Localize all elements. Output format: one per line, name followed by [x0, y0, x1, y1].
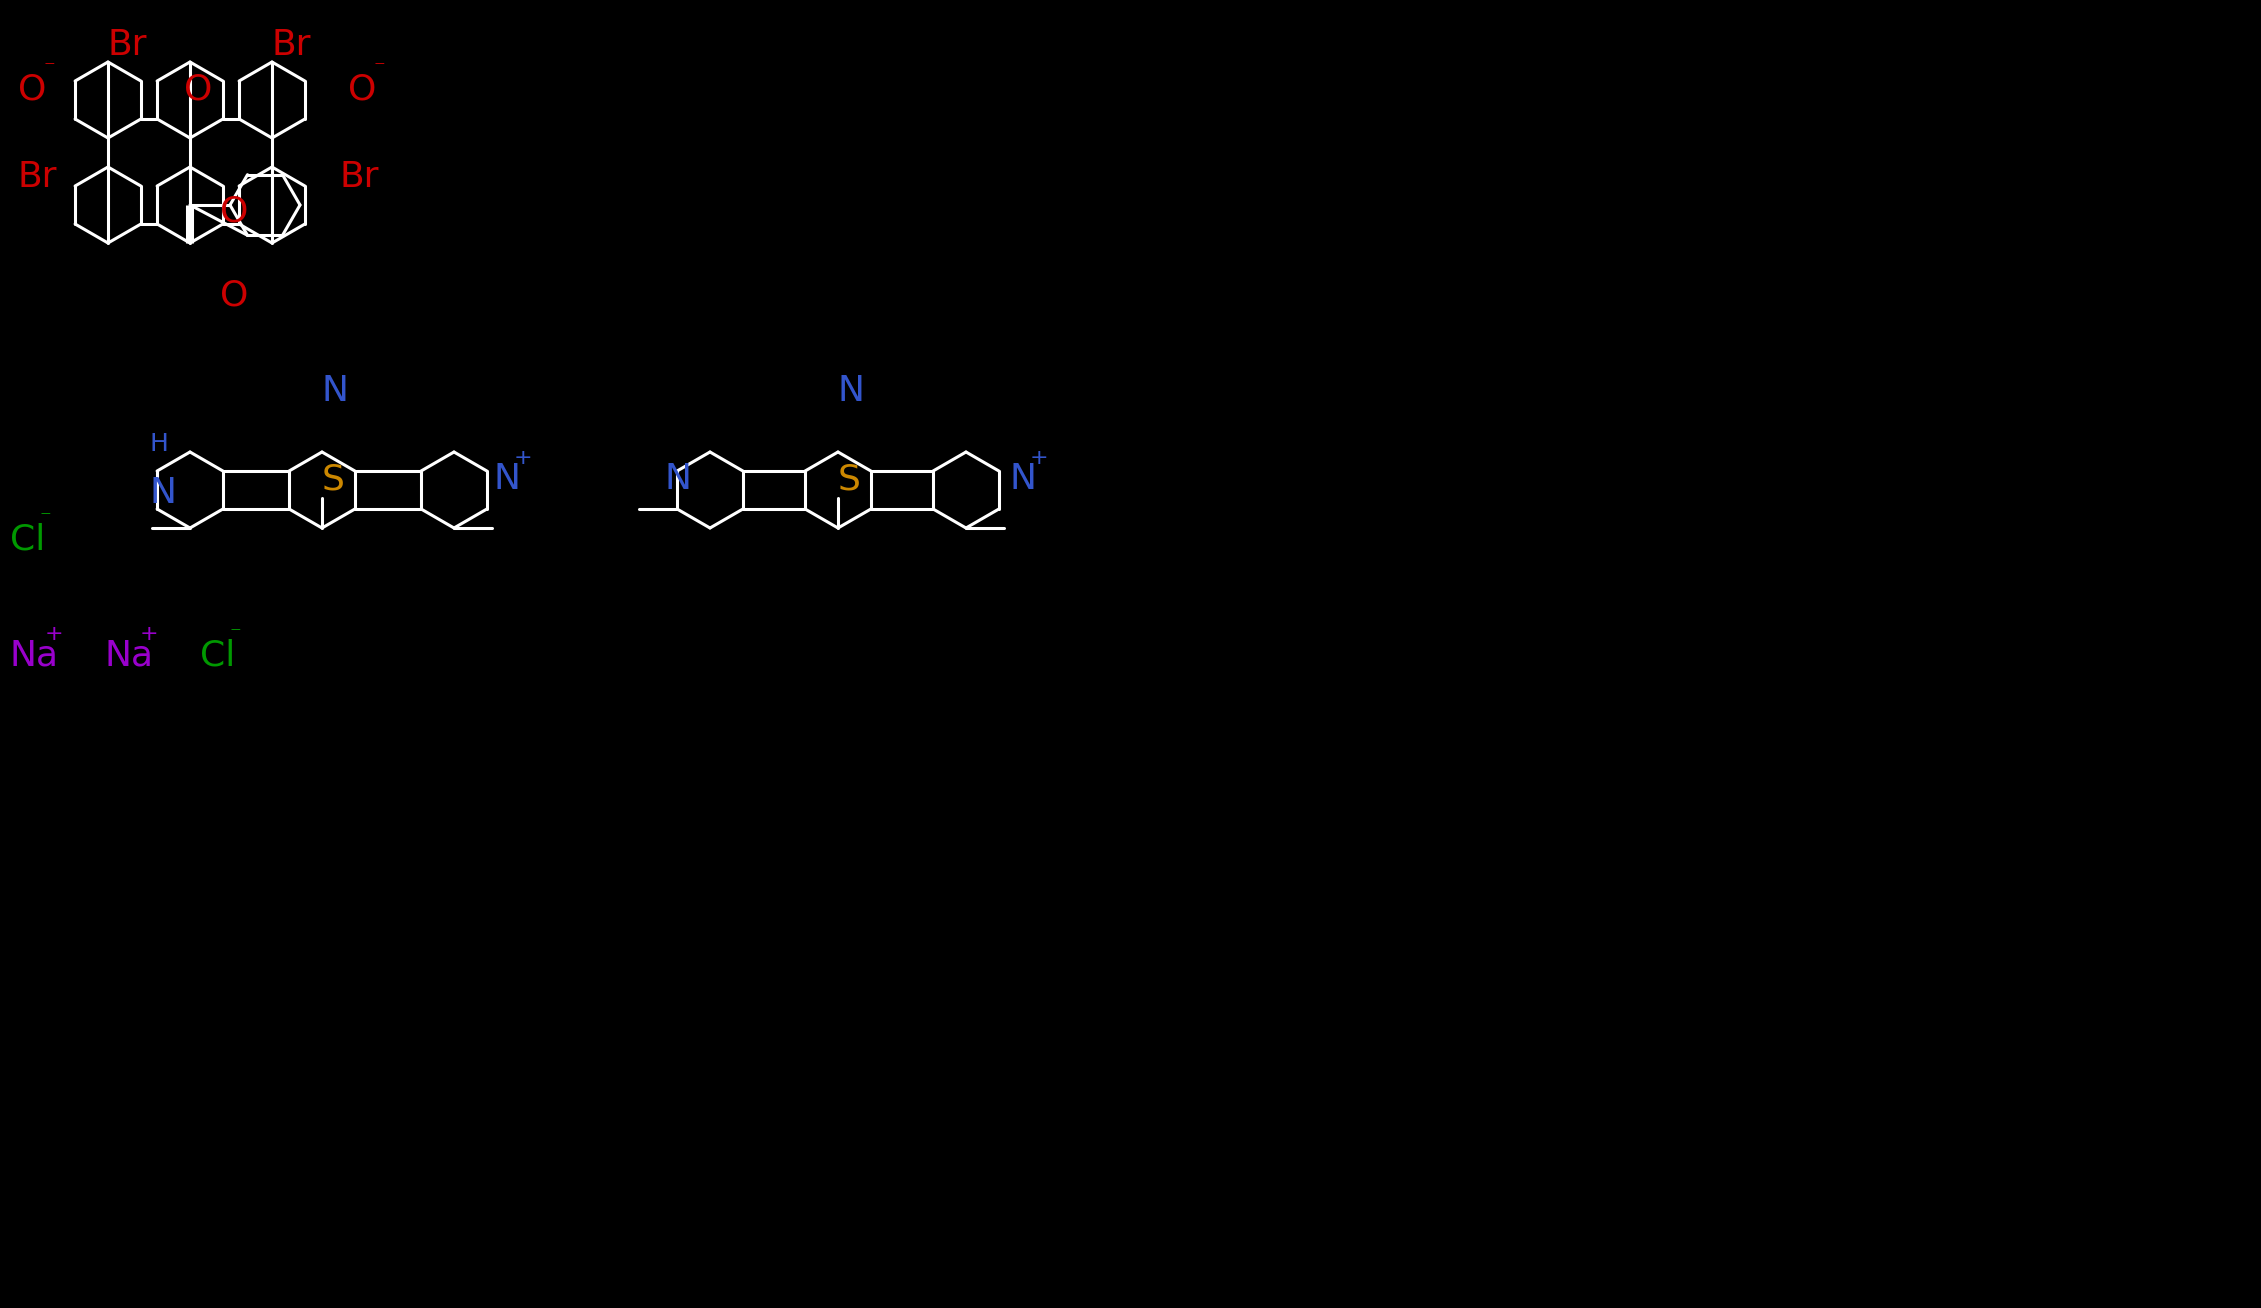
- Text: S: S: [321, 462, 346, 496]
- Text: Cl: Cl: [9, 522, 45, 556]
- Text: +: +: [45, 624, 63, 644]
- Text: N: N: [839, 374, 866, 408]
- Text: O: O: [219, 195, 249, 229]
- Text: Br: Br: [339, 160, 380, 194]
- Text: O: O: [348, 72, 375, 106]
- Text: N: N: [665, 462, 692, 496]
- Text: N: N: [149, 476, 176, 510]
- Text: Na: Na: [9, 638, 59, 672]
- Text: Cl: Cl: [199, 638, 235, 672]
- Text: S: S: [839, 462, 861, 496]
- Text: O: O: [219, 279, 249, 313]
- Text: H: H: [149, 432, 170, 456]
- Text: Na: Na: [104, 638, 154, 672]
- Text: ⁻: ⁻: [373, 58, 387, 78]
- Text: Br: Br: [18, 160, 57, 194]
- Text: +: +: [1031, 449, 1049, 468]
- Text: N: N: [1011, 462, 1038, 496]
- Text: O: O: [183, 72, 213, 106]
- Text: +: +: [140, 624, 158, 644]
- Text: ⁻: ⁻: [231, 624, 242, 644]
- Text: ⁻: ⁻: [43, 58, 57, 78]
- Text: +: +: [513, 449, 534, 468]
- Text: O: O: [18, 72, 47, 106]
- Text: N: N: [493, 462, 520, 496]
- Text: N: N: [321, 374, 348, 408]
- Text: ⁻: ⁻: [41, 508, 52, 528]
- Text: Br: Br: [271, 27, 312, 61]
- Text: Br: Br: [109, 27, 147, 61]
